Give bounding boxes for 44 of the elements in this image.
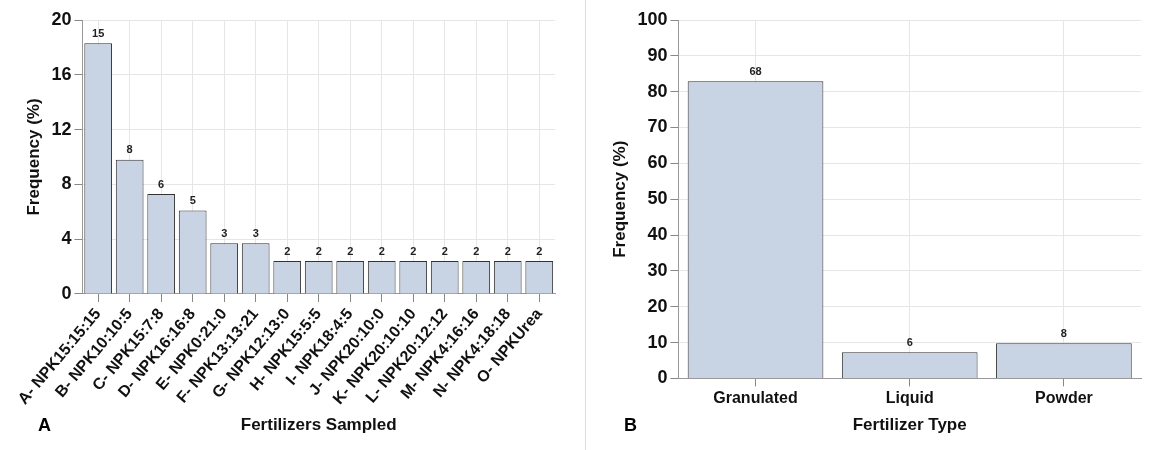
annotation: 2 bbox=[410, 244, 417, 257]
y-tick-label: 60 bbox=[647, 152, 668, 173]
x-tick-label: Liquid bbox=[885, 389, 934, 407]
y-tick-label: 20 bbox=[647, 295, 668, 316]
annotation: 2 bbox=[378, 244, 385, 257]
y-axis-title: Frequency (%) bbox=[23, 98, 43, 216]
annotation: 6 bbox=[906, 335, 913, 348]
x-tick-label: Powder bbox=[1035, 389, 1093, 407]
annotation: 2 bbox=[473, 244, 480, 257]
annotation: 2 bbox=[315, 244, 322, 257]
annotation: 3 bbox=[252, 226, 259, 239]
y-tick-label: 20 bbox=[51, 8, 72, 29]
x-tick-label: Granulated bbox=[713, 389, 798, 407]
y-tick-label: 0 bbox=[61, 282, 72, 303]
y-tick-label: 12 bbox=[51, 118, 72, 139]
y-tick-label: 50 bbox=[647, 188, 668, 209]
annotation: 8 bbox=[126, 143, 133, 156]
annotation: 8 bbox=[1060, 326, 1067, 339]
y-tick-label: 4 bbox=[61, 228, 72, 249]
y-tick-label: 90 bbox=[647, 44, 668, 65]
y-axis-title: Frequency (%) bbox=[609, 140, 629, 258]
annotation: 6 bbox=[158, 177, 165, 190]
annotation: 5 bbox=[189, 193, 196, 206]
y-tick-label: 70 bbox=[647, 116, 668, 137]
annotation: 3 bbox=[221, 226, 228, 239]
text: B bbox=[624, 415, 637, 436]
y-tick-label: 100 bbox=[637, 8, 668, 29]
y-tick-label: 0 bbox=[657, 367, 668, 388]
annotation: 2 bbox=[536, 244, 543, 257]
annotation: 2 bbox=[347, 244, 354, 257]
annotation: 2 bbox=[284, 244, 291, 257]
annotation: 68 bbox=[749, 64, 762, 77]
y-tick-label: 8 bbox=[61, 173, 72, 194]
y-tick-label: 16 bbox=[51, 63, 72, 84]
x-axis-title: Fertilizer Type bbox=[852, 415, 967, 435]
annotation: 2 bbox=[441, 244, 448, 257]
y-tick-label: 10 bbox=[647, 331, 668, 352]
y-tick-label: 40 bbox=[647, 224, 668, 245]
annotation: 2 bbox=[504, 244, 511, 257]
y-tick-label: 80 bbox=[647, 80, 668, 101]
y-tick-label: 30 bbox=[647, 259, 668, 280]
annotation: 15 bbox=[92, 26, 105, 39]
x-axis-title: Fertilizers Sampled bbox=[240, 415, 397, 435]
text: A bbox=[38, 415, 51, 436]
